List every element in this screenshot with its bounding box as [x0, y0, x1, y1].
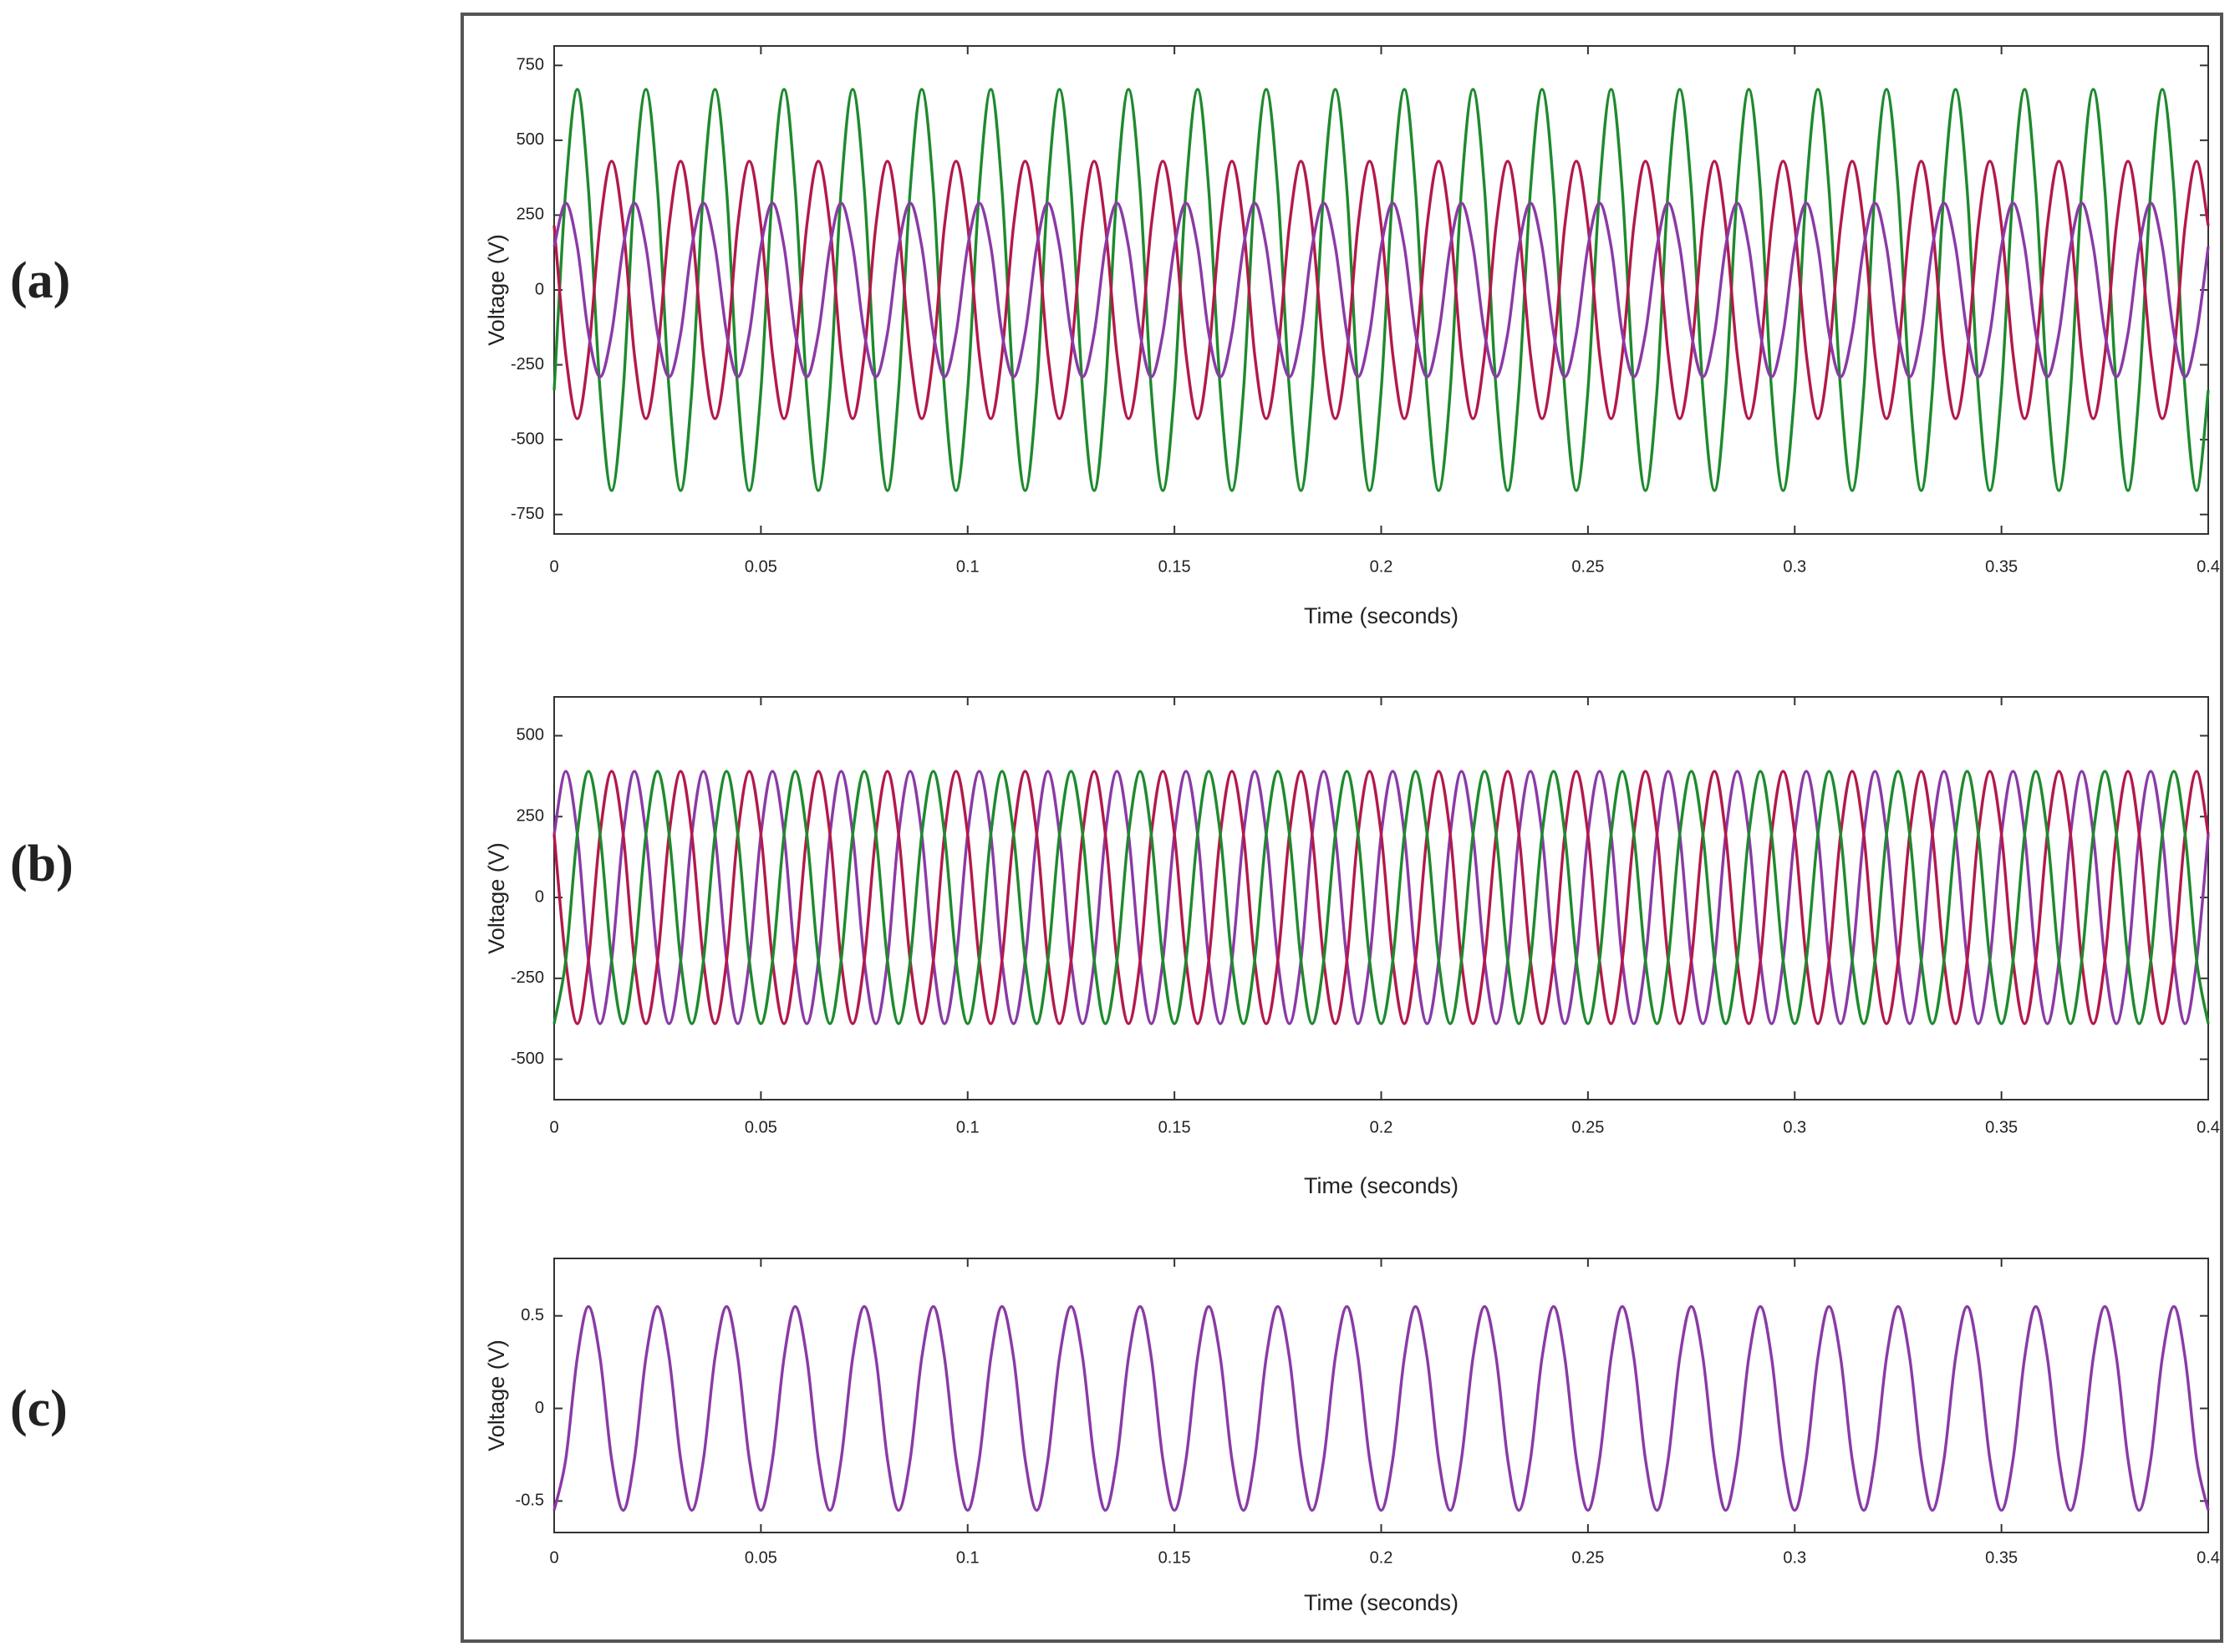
y-axis-label: Voltage (V)	[484, 234, 509, 346]
y-tick-label: 500	[517, 726, 544, 745]
panel-label: (b)	[10, 836, 74, 892]
x-tick-label: 0.4	[2197, 1118, 2220, 1136]
x-tick-label: 0.35	[1985, 1118, 2018, 1136]
x-tick-label: 0.2	[1370, 1118, 1393, 1136]
y-tick-label: 500	[517, 130, 544, 149]
y-tick-label: 250	[517, 807, 544, 826]
y-tick-label: -250	[511, 355, 544, 374]
x-tick-label: 0.25	[1571, 1548, 1604, 1567]
y-tick-label: -500	[511, 430, 544, 448]
x-tick-label: 0.15	[1158, 1548, 1191, 1567]
y-tick-label: -0.5	[516, 1492, 544, 1510]
x-tick-label: 0	[549, 557, 558, 576]
x-tick-label: 0.1	[956, 1548, 980, 1567]
x-tick-label: 0.15	[1158, 557, 1191, 576]
x-axis-label: Time (seconds)	[1304, 603, 1459, 628]
plot-area	[553, 1258, 2209, 1533]
x-tick-label: 0.05	[745, 1118, 777, 1136]
y-tick-label: -500	[511, 1050, 544, 1068]
y-axis-label: Voltage (V)	[484, 842, 509, 954]
x-tick-label: 0.3	[1783, 1548, 1806, 1567]
y-tick-label: 250	[517, 206, 544, 224]
x-tick-label: 0	[549, 1548, 558, 1567]
y-tick-label: 0.5	[521, 1306, 544, 1324]
y-tick-label: 0	[535, 887, 544, 906]
series-line	[552, 770, 2210, 1025]
panel-label: (a)	[10, 252, 70, 309]
series-line	[552, 88, 2210, 492]
series-line	[552, 1304, 2210, 1512]
figure-frame	[461, 13, 2223, 1643]
y-tick-label: 750	[517, 56, 544, 74]
panel-label: (c)	[10, 1380, 68, 1437]
x-tick-label: 0.4	[2197, 557, 2220, 576]
y-tick-label: -250	[511, 968, 544, 987]
x-tick-label: 0.35	[1985, 557, 2018, 576]
x-tick-label: 0.3	[1783, 557, 1806, 576]
x-tick-label: 0.1	[956, 557, 980, 576]
series-line	[552, 201, 2210, 379]
series-line	[552, 770, 2210, 1025]
x-tick-label: 0.2	[1370, 557, 1393, 576]
x-tick-label: 0.25	[1571, 557, 1604, 576]
x-tick-label: 0.35	[1985, 1548, 2018, 1567]
x-tick-label: 0.3	[1783, 1118, 1806, 1136]
y-axis-label: Voltage (V)	[484, 1339, 509, 1451]
series-line	[552, 160, 2210, 420]
x-tick-label: 0	[549, 1118, 558, 1136]
x-tick-label: 0.05	[745, 557, 777, 576]
x-axis-label: Time (seconds)	[1304, 1173, 1459, 1198]
x-tick-label: 0.4	[2197, 1548, 2220, 1567]
y-tick-label: 0	[535, 280, 544, 298]
x-tick-label: 0.25	[1571, 1118, 1604, 1136]
y-tick-label: -750	[511, 505, 544, 523]
x-tick-label: 0.1	[956, 1118, 980, 1136]
x-tick-label: 0.15	[1158, 1118, 1191, 1136]
y-tick-label: 0	[535, 1399, 544, 1417]
x-tick-label: 0.2	[1370, 1548, 1393, 1567]
x-tick-label: 0.05	[745, 1548, 777, 1567]
x-axis-label: Time (seconds)	[1304, 1590, 1459, 1615]
